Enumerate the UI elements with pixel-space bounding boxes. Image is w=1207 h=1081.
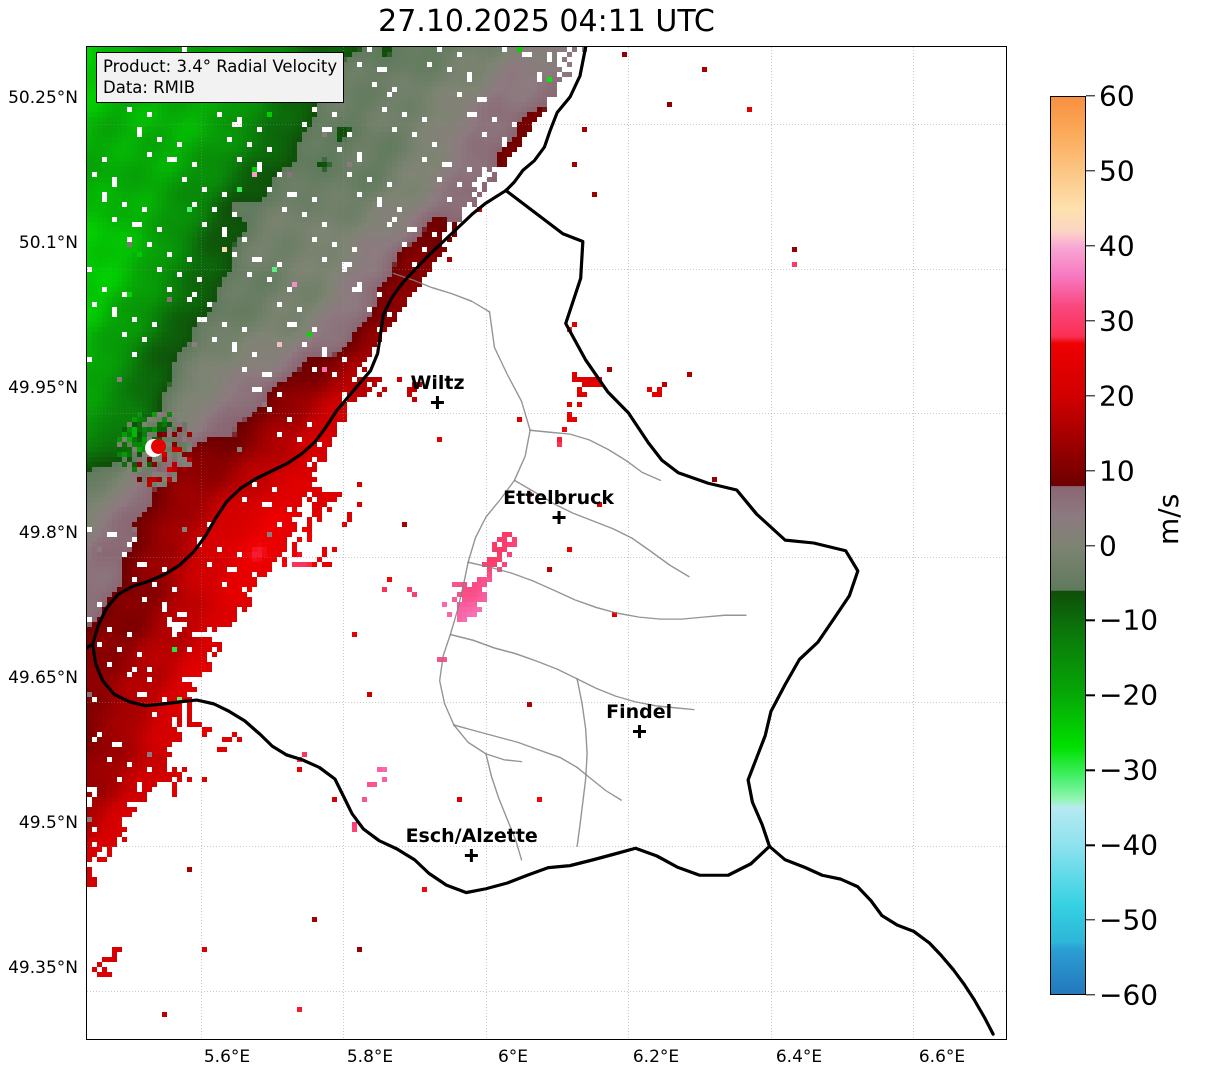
colorbar-tick xyxy=(1086,844,1095,846)
radar-reflectivity-layer xyxy=(87,47,1006,1039)
colorbar-units-label: m/s xyxy=(1152,493,1185,545)
colorbar-tick xyxy=(1086,394,1095,397)
ytick-label: 49.5°N xyxy=(18,813,78,833)
city-marker-icon xyxy=(465,849,479,863)
map-plot-area[interactable] xyxy=(86,46,1007,1040)
colorbar xyxy=(1050,96,1086,995)
ytick-label: 50.1°N xyxy=(18,233,78,253)
ytick-label: 49.95°N xyxy=(8,378,78,398)
ytick-label: 49.65°N xyxy=(8,668,78,688)
colorbar-tick xyxy=(1086,619,1095,622)
xtick-label: 6.6°E xyxy=(918,1047,966,1067)
xtick-label: 5.6°E xyxy=(203,1047,251,1067)
colorbar-tick xyxy=(1086,95,1095,97)
colorbar-tick-label: −30 xyxy=(1099,753,1159,787)
xtick-label: 5.8°E xyxy=(346,1047,394,1067)
colorbar-tick-label: −50 xyxy=(1099,903,1159,937)
city-marker-icon xyxy=(552,511,566,525)
city-name: Esch/Alzette xyxy=(405,825,538,848)
xtick-label: 6.4°E xyxy=(775,1047,823,1067)
data-source-line: Data: RMIB xyxy=(103,78,196,98)
colorbar-tick-label: 10 xyxy=(1099,454,1135,488)
page-title: 27.10.2025 04:11 UTC xyxy=(378,4,715,39)
city-marker-icon xyxy=(632,725,646,739)
city-label-esch-alzette: Esch/Alzette xyxy=(405,825,538,863)
xtick-label: 6.2°E xyxy=(632,1047,680,1067)
colorbar-gradient xyxy=(1051,97,1085,994)
radar-site-marker-icon xyxy=(151,438,167,454)
city-name: Ettelbruck xyxy=(503,487,615,510)
city-label-ettelbruck: Ettelbruck xyxy=(503,487,615,525)
colorbar-tick xyxy=(1086,469,1095,472)
colorbar-tick xyxy=(1086,170,1095,172)
colorbar-tick-label: 60 xyxy=(1099,79,1135,113)
colorbar-tick xyxy=(1086,544,1095,547)
city-name: Wiltz xyxy=(410,371,465,394)
colorbar-tick-label: 50 xyxy=(1099,154,1135,188)
colorbar-tick xyxy=(1086,769,1095,771)
colorbar-tick-label: −20 xyxy=(1099,678,1159,712)
colorbar-tick xyxy=(1086,919,1095,921)
product-info-box: Product: 3.4° Radial Velocity Data: RMIB xyxy=(96,52,345,104)
colorbar-tick xyxy=(1086,320,1095,322)
product-line: Product: 3.4° Radial Velocity xyxy=(103,57,338,76)
colorbar-tick-label: 30 xyxy=(1099,304,1135,338)
city-label-findel: Findel xyxy=(606,701,673,739)
colorbar-tick-label: 20 xyxy=(1099,379,1135,413)
city-marker-icon xyxy=(431,395,444,409)
colorbar-tick-label: −10 xyxy=(1099,603,1159,637)
colorbar-tick xyxy=(1086,994,1095,996)
xtick-label: 6°E xyxy=(497,1047,529,1067)
ytick-label: 49.35°N xyxy=(8,958,78,978)
colorbar-tick-label: 40 xyxy=(1099,229,1135,263)
ytick-label: 50.25°N xyxy=(8,88,78,108)
colorbar-tick xyxy=(1086,245,1095,247)
ytick-label: 49.8°N xyxy=(18,523,78,543)
colorbar-tick-label: −40 xyxy=(1099,828,1159,862)
colorbar-tick xyxy=(1086,694,1095,697)
city-label-wiltz: Wiltz xyxy=(410,371,465,409)
colorbar-tick-label: 0 xyxy=(1099,529,1117,562)
city-name: Findel xyxy=(606,701,673,724)
colorbar-tick-label: −60 xyxy=(1099,978,1159,1012)
